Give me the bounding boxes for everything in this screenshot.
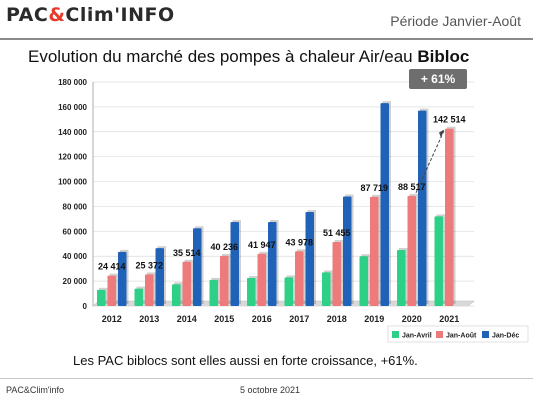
logo-ampersand: & [48,4,66,26]
x-tick-label: 2017 [289,314,309,324]
logo-text-pac: PAC [6,4,49,26]
bar-jan-avril [434,216,443,306]
bar-jan-d-c [230,222,239,306]
bar-jan-ao-t [407,195,416,306]
y-tick-label: 100 000 [58,178,87,187]
bar-jan-d-c [118,251,127,306]
y-tick-label: 80 000 [63,202,88,211]
legend-box [387,325,529,343]
bar-jan-ao-t [107,275,116,306]
y-tick-label: 0 [83,302,88,311]
bar-jan-avril [359,256,368,306]
bar-jan-avril [209,279,218,306]
bar-jan-avril [322,272,331,306]
x-tick-label: 2013 [139,314,159,324]
bar-jan-ao-t [145,274,154,306]
bar-jan-d-c [155,248,164,306]
legend-label: Jan-Déc [492,333,519,340]
y-tick-label: 140 000 [58,128,87,137]
bar-jan-d-c [343,196,352,306]
x-tick-label: 2020 [402,314,422,324]
y-tick-label: 20 000 [63,277,88,286]
bar-jan-ao-t [220,255,229,306]
bar-jan-d-c [380,103,389,307]
growth-arrow-head [439,129,444,138]
data-label: 88 517 [398,182,426,192]
legend-swatch [392,331,399,338]
bar-jan-ao-t [182,261,191,306]
data-label: 51 455 [323,228,351,238]
bar-jan-ao-t [257,253,266,306]
x-tick-label: 2021 [439,314,459,324]
y-tick-label: 180 000 [58,78,87,87]
bar-jan-avril [97,289,106,306]
bar-jan-d-c [193,228,202,306]
data-label: 25 372 [135,260,163,270]
data-label: 142 514 [433,115,466,125]
footer-date: 5 octobre 2021 [240,385,301,395]
data-label: 43 978 [285,237,313,247]
slide-title: Evolution du marché des pompes à chaleur… [28,47,469,67]
data-label: 40 236 [210,242,238,252]
bar-jan-avril [247,278,256,306]
bar-jan-d-c [268,222,277,306]
x-tick-label: 2014 [177,314,197,324]
bar-jan-ao-t [332,241,341,306]
bar-jan-avril [172,284,181,306]
logo-text-clim: Clim'INFO [65,4,175,26]
data-label: 24 414 [98,262,126,272]
data-label: 87 719 [360,183,388,193]
x-tick-label: 2018 [327,314,347,324]
footer-divider [0,378,533,379]
x-tick-label: 2012 [102,314,122,324]
x-tick-label: 2019 [364,314,384,324]
bar-jan-avril [134,288,143,306]
brand-logo: PAC&Clim'INFO [6,4,175,26]
legend-swatch [482,331,489,338]
legend-label: Jan-Août [446,333,477,340]
x-tick-label: 2015 [214,314,234,324]
bar-jan-avril [284,277,293,306]
y-tick-label: 160 000 [58,103,87,112]
y-tick-label: 120 000 [58,153,87,162]
footer-brand: PAC&Clim'info [6,385,65,395]
bar-jan-ao-t [370,196,379,306]
bar-jan-avril [397,250,406,306]
growth-arrow-line [415,130,445,194]
y-tick-label: 60 000 [63,227,88,236]
legend-label: Jan-Avril [402,333,432,340]
legend-swatch [436,331,443,338]
bar-jan-d-c [305,212,314,306]
slide-caption: Les PAC biblocs sont elles aussi en fort… [73,353,418,368]
header-divider [0,38,533,40]
y-tick-label: 40 000 [63,252,88,261]
x-tick-label: 2016 [252,314,272,324]
bar-chart: 0 20 000 40 000 60 000 80 000 100 000 120 000 1… [58,78,529,343]
data-label: 35 514 [173,248,201,258]
growth-badge: + 61% [409,69,467,89]
bar-jan-ao-t [295,251,304,306]
period-label: Période Janvier-Août [390,13,521,29]
slide-title-bold: Bibloc [417,47,470,66]
bar-jan-d-c [418,110,427,306]
data-label: 41 947 [248,240,276,250]
slide-title-main: Evolution du marché des pompes à chaleur… [28,47,418,66]
bar-jan-ao-t [445,128,454,306]
